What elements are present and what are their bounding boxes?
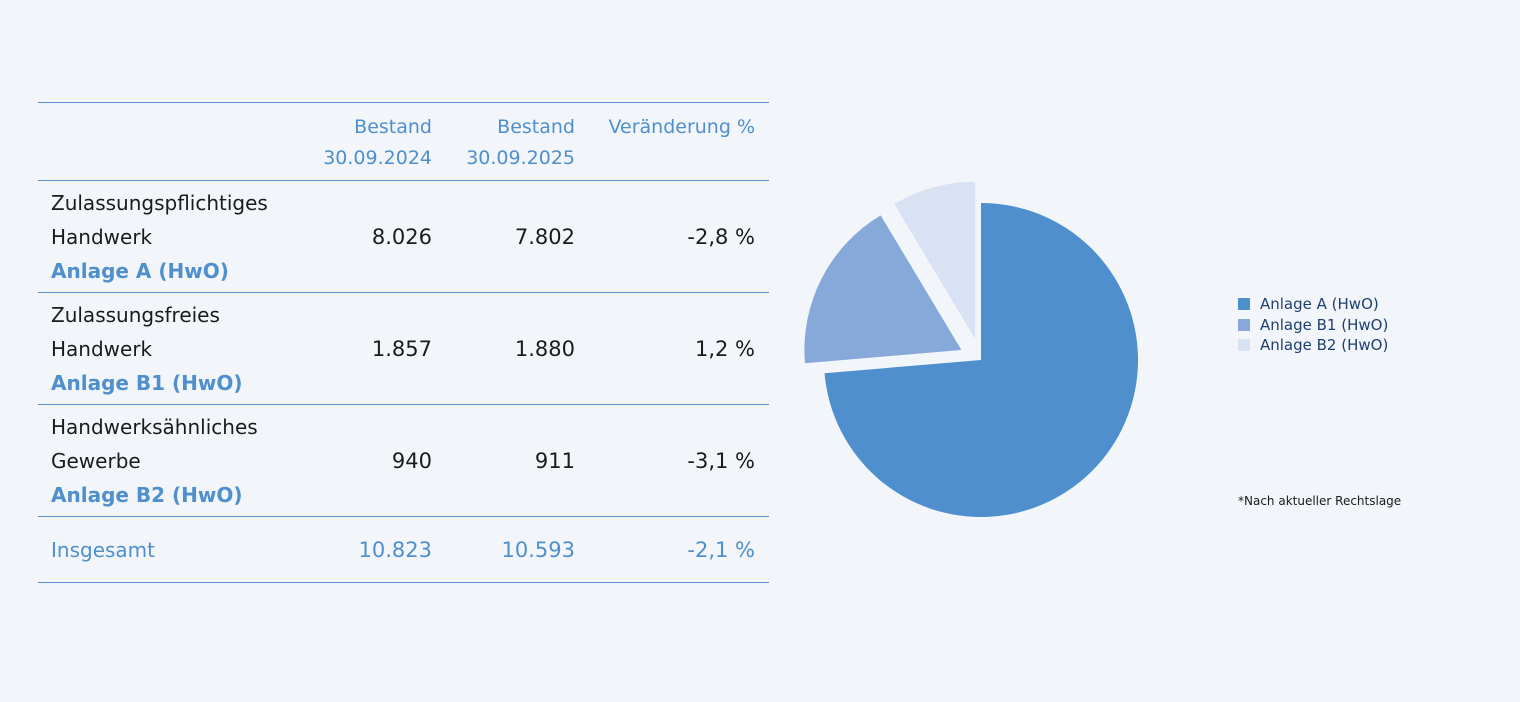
legend-item-anlage-b2: Anlage B2 (HwO) [1238, 335, 1388, 356]
value-2024: 940 [391, 448, 432, 473]
row-annex-label: Anlage A (HwO) [51, 258, 229, 283]
header-bestand-2024-date: 30.09.2024 [323, 147, 432, 169]
legend-swatch-anlage-b1 [1238, 318, 1250, 331]
pie-chart [804, 181, 1138, 517]
legend-swatch-anlage-a [1238, 298, 1250, 311]
total-label: Insgesamt [51, 537, 155, 562]
legend-item-anlage-b1: Anlage B1 (HwO) [1238, 315, 1388, 336]
legend-label-anlage-b1: Anlage B1 (HwO) [1260, 315, 1389, 334]
header-empty-cell [38, 103, 308, 181]
row-annex-label: Anlage B1 (HwO) [51, 370, 243, 395]
table-header-row: Bestand 30.09.2024 Bestand 30.09.2025 Ve… [38, 102, 769, 181]
data-table: Bestand 30.09.2024 Bestand 30.09.2025 Ve… [38, 102, 769, 583]
footnote: *Nach aktueller Rechtslage [1238, 494, 1402, 508]
value-2024: 8.026 [371, 224, 432, 249]
header-bestand-2025-title: Bestand [497, 116, 575, 138]
row-label-line1: Zulassungsfreies [51, 302, 220, 327]
value-2025: 911 [534, 448, 575, 473]
header-change-percent: Veränderung % [608, 116, 755, 138]
row-label-line1: Zulassungspflichtiges [51, 190, 268, 215]
change-percent: -3,1 % [687, 448, 755, 473]
change-percent: 1,2 % [694, 336, 755, 361]
data-table-container: Bestand 30.09.2024 Bestand 30.09.2025 Ve… [38, 102, 769, 583]
value-2025: 1.880 [514, 336, 575, 361]
row-label: Zulassungsfreies Handwerk Anlage B1 (HwO… [38, 293, 308, 405]
table-row: Zulassungspflichtiges Handwerk Anlage A … [38, 181, 769, 293]
value-2025: 7.802 [514, 224, 575, 249]
change-percent: -2,8 % [687, 224, 755, 249]
chart-legend: Anlage A (HwO) Anlage B1 (HwO) Anlage B2… [1238, 294, 1388, 356]
pie-slice-anlage-a [824, 203, 1138, 517]
legend-label-anlage-a: Anlage A (HwO) [1260, 295, 1379, 314]
header-bestand-2025: Bestand 30.09.2025 [432, 103, 575, 181]
row-label: Handwerksähnliches Gewerbe Anlage B2 (Hw… [38, 405, 308, 517]
row-label-line2: Gewerbe [51, 448, 141, 473]
header-bestand-2025-date: 30.09.2025 [466, 147, 575, 169]
pie-slice-anlage-b1 [804, 215, 962, 364]
total-change-percent: -2,1 % [687, 537, 755, 562]
legend-swatch-anlage-b2 [1238, 339, 1250, 352]
row-label-line2: Handwerk [51, 336, 153, 361]
row-label: Zulassungspflichtiges Handwerk Anlage A … [38, 181, 308, 293]
row-annex-label: Anlage B2 (HwO) [51, 482, 243, 507]
total-2024: 10.823 [358, 537, 432, 562]
legend-label-anlage-b2: Anlage B2 (HwO) [1260, 336, 1389, 355]
header-bestand-2024-title: Bestand [354, 116, 432, 138]
pie-slice-anlage-b2 [894, 181, 976, 339]
pie-chart-container [780, 170, 1160, 540]
legend-item-anlage-a: Anlage A (HwO) [1238, 294, 1388, 315]
row-label-line1: Handwerksähnliches [51, 414, 258, 439]
value-2024: 1.857 [371, 336, 432, 361]
table-row: Zulassungsfreies Handwerk Anlage B1 (HwO… [38, 293, 769, 405]
total-2025: 10.593 [501, 537, 575, 562]
row-label-line2: Handwerk [51, 224, 153, 249]
total-row: Insgesamt 10.823 10.593 -2,1 % [38, 517, 769, 583]
table-row: Handwerksähnliches Gewerbe Anlage B2 (Hw… [38, 405, 769, 517]
header-bestand-2024: Bestand 30.09.2024 [308, 103, 432, 181]
